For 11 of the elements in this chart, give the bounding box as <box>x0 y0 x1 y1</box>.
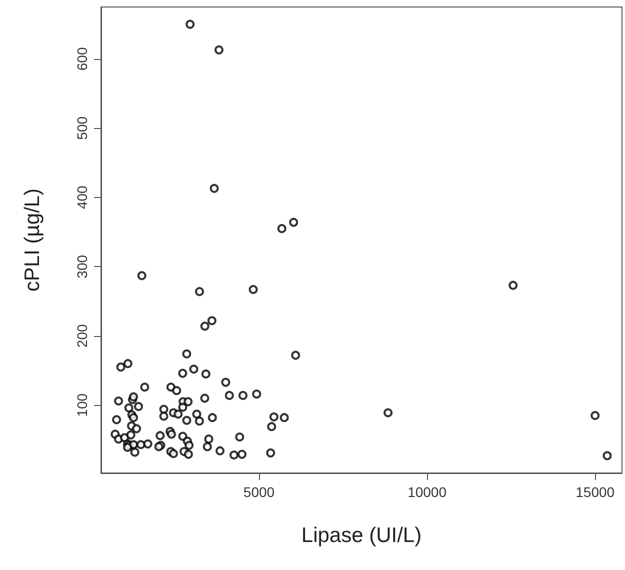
y-tick-label: 200 <box>74 324 90 348</box>
x-tick-label: 5000 <box>243 484 275 500</box>
x-tick-label: 10000 <box>408 484 447 500</box>
y-tick-label: 100 <box>74 393 90 417</box>
y-axis-title: cPLI (µg/L) <box>21 188 44 292</box>
x-tick-label: 15000 <box>576 484 615 500</box>
y-tick-label: 300 <box>74 254 90 278</box>
y-tick-label: 500 <box>74 116 90 140</box>
x-axis-title: Lipase (UI/L) <box>301 524 422 547</box>
y-tick-label: 600 <box>74 47 90 71</box>
y-tick-label: 400 <box>74 186 90 210</box>
